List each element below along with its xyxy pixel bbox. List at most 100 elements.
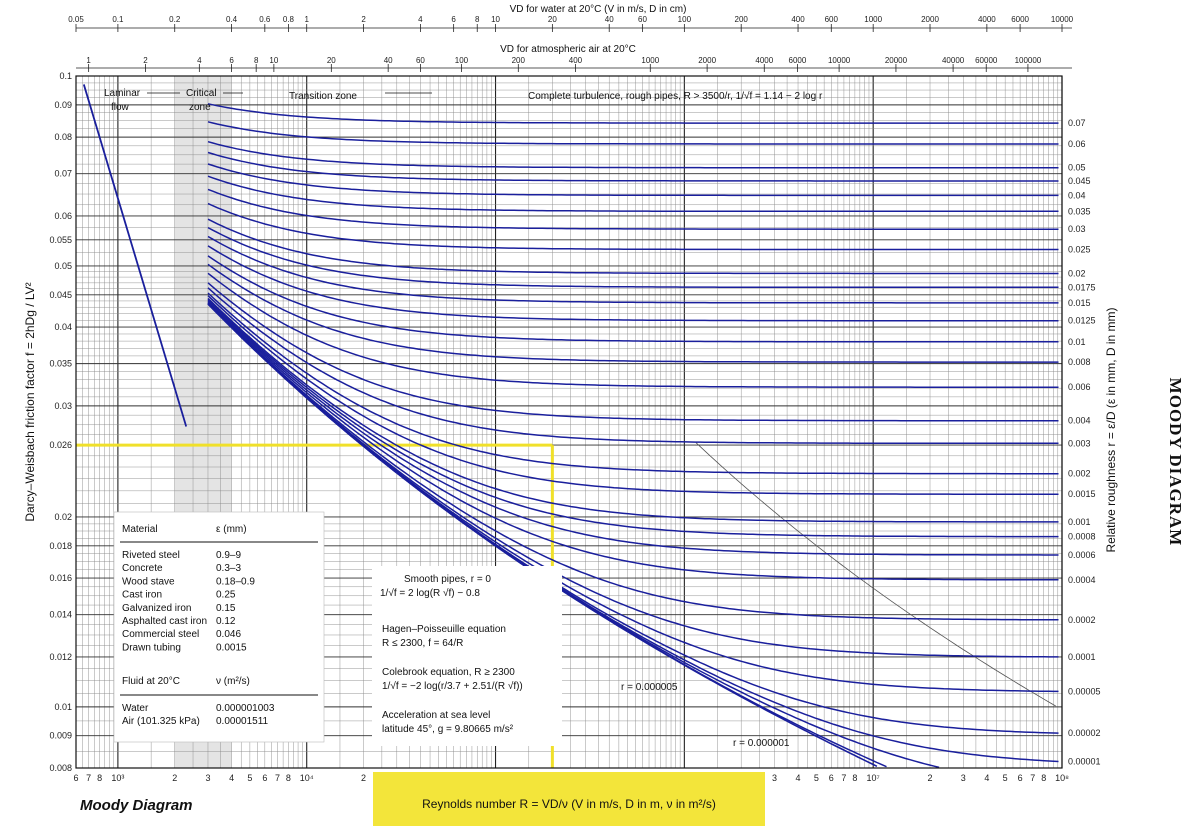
roughness-curve [207, 263, 1059, 363]
top-axis-water-label: 1000 [864, 15, 882, 24]
top-axis-water-label: 4000 [978, 15, 996, 24]
roughness-label: 0.025 [1068, 245, 1091, 255]
top-axis-water-label: 2 [361, 15, 366, 24]
top-axis-water-label: 1 [304, 15, 309, 24]
laminar-zone-label-2: flow [111, 102, 130, 113]
x-tick-label: 10⁸ [1055, 773, 1069, 783]
top-axis-air-label: 40000 [942, 56, 965, 65]
x-tick-label: 8 [97, 773, 102, 783]
turbulence-boundary [695, 442, 1056, 707]
x-tick-label: 5 [814, 773, 819, 783]
material-roughness: 0.9–9 [216, 550, 241, 561]
roughness-label: 0.03 [1068, 224, 1086, 234]
x-tick-label: 6 [73, 773, 78, 783]
curve-label-r1e-6: r = 0.000001 [733, 738, 790, 749]
fluid-name: Water [122, 703, 149, 714]
y-tick-label: 0.1 [59, 71, 72, 81]
y-tick-label: 0.01 [54, 702, 72, 712]
material-name: Commercial steel [122, 629, 199, 640]
top-axis-air-label: 100000 [1015, 56, 1042, 65]
top-axis-water-label: 400 [791, 15, 805, 24]
roughness-curve [207, 255, 1059, 343]
x-tick-label: 4 [229, 773, 234, 783]
roughness-curve [207, 297, 1059, 523]
material-rows: Riveted steel 0.9–9 Concrete 0.3–3 Wood stav… [122, 550, 255, 653]
y-tick-label: 0.08 [54, 132, 72, 142]
top-axis-water-label: 40 [605, 15, 614, 24]
roughness-label: 0.0175 [1068, 282, 1096, 292]
roughness-curve [207, 295, 1059, 495]
fluid-rows: Water 0.000001003 Air (101.325 kPa) 0.00001… [122, 703, 275, 727]
x-tick-label: 6 [829, 773, 834, 783]
roughness-curve [207, 103, 1059, 124]
critical-zone-label-1: Critical [186, 88, 217, 99]
material-name: Drawn tubing [122, 642, 181, 653]
material-header: Material [122, 524, 158, 535]
x-tick-label: 2 [928, 773, 933, 783]
top-axis-water-label: 60 [638, 15, 647, 24]
roughness-curve [207, 121, 1059, 145]
curve-label-r5e-6: r = 0.000005 [621, 682, 678, 693]
roughness-label: 0.00005 [1068, 686, 1101, 696]
roughness-label: 0.0006 [1068, 550, 1096, 560]
x-tick-label: 3 [772, 773, 777, 783]
equation-notes: Smooth pipes, r = 0 1/√f = 2 log(R √f) −… [372, 566, 562, 746]
material-roughness: 0.0015 [216, 642, 247, 653]
y-tick-label: 0.05 [54, 261, 72, 271]
top-axis-air-label: 6 [229, 56, 234, 65]
roughness-label: 0.06 [1068, 139, 1086, 149]
cb-title: Colebrook equation, R ≥ 2300 [382, 667, 515, 678]
top-axis-water-label: 2000 [921, 15, 939, 24]
top-axis-water-label: 200 [735, 15, 749, 24]
transition-zone-label: Transition zone [289, 91, 357, 102]
roughness-curve [207, 300, 1059, 556]
top-axis-air-label: 20000 [885, 56, 908, 65]
x-tick-label: 5 [1003, 773, 1008, 783]
roughness-label: 0.006 [1068, 382, 1091, 392]
laminar-line [82, 84, 188, 427]
material-name: Concrete [122, 563, 163, 574]
top-axis-air-label: 60 [416, 56, 425, 65]
material-roughness: 0.3–3 [216, 563, 241, 574]
x-tick-label: 6 [262, 773, 267, 783]
x-tick-label: 6 [1018, 773, 1023, 783]
turbulent-zone-label: Complete turbulence, rough pipes, R > 35… [528, 90, 823, 102]
top-axis-water-label: 0.2 [169, 15, 181, 24]
roughness-curve [207, 282, 1059, 422]
roughness-curve [207, 218, 1059, 275]
reynolds-box [373, 772, 765, 826]
acc-title: Acceleration at sea level [382, 710, 490, 721]
material-roughness: 0.12 [216, 616, 236, 627]
fluid-viscosity: 0.00001511 [216, 716, 269, 727]
roughness-curve [207, 292, 1059, 475]
roughness-label: 0.00001 [1068, 757, 1101, 767]
top-axis-air-label: 400 [569, 56, 583, 65]
viscosity-header: ν (m²/s) [216, 676, 250, 687]
roughness-curves [82, 84, 1059, 769]
roughness-label: 0.05 [1068, 163, 1086, 173]
top-axis-air-label: 8 [254, 56, 259, 65]
roughness-curve [207, 245, 1059, 322]
top-axis-water-label: 6000 [1011, 15, 1029, 24]
material-name: Galvanized iron [122, 603, 191, 614]
material-roughness: 0.18–0.9 [216, 576, 255, 587]
material-name: Cast iron [122, 590, 162, 601]
x-tick-label: 5 [247, 773, 252, 783]
roughness-label: 0.001 [1068, 517, 1091, 527]
y-tick-label: 0.055 [49, 235, 72, 245]
top-axis-water-label: 0.6 [259, 15, 271, 24]
x-tick-label: 7 [275, 773, 280, 783]
x-tick-label: 4 [984, 773, 989, 783]
laminar-zone-label-1: Laminar [104, 88, 141, 99]
roughness-curve [207, 235, 1059, 304]
top-axis-water-label: 600 [825, 15, 839, 24]
smooth-eq: 1/√f = 2 log(R √f) − 0.8 [380, 587, 480, 599]
zone-labels: Laminar flow Critical zone Transition zo… [104, 88, 823, 113]
y-tick-label: 0.009 [49, 731, 72, 741]
roughness-label: 0.045 [1068, 176, 1091, 186]
hp-eq: R ≤ 2300, f = 64/R [382, 638, 463, 649]
y-tick-label: 0.03 [54, 401, 72, 411]
roughness-curve [207, 202, 1059, 251]
roughness-label: 0.003 [1068, 438, 1091, 448]
roughness-curve [207, 272, 1059, 388]
